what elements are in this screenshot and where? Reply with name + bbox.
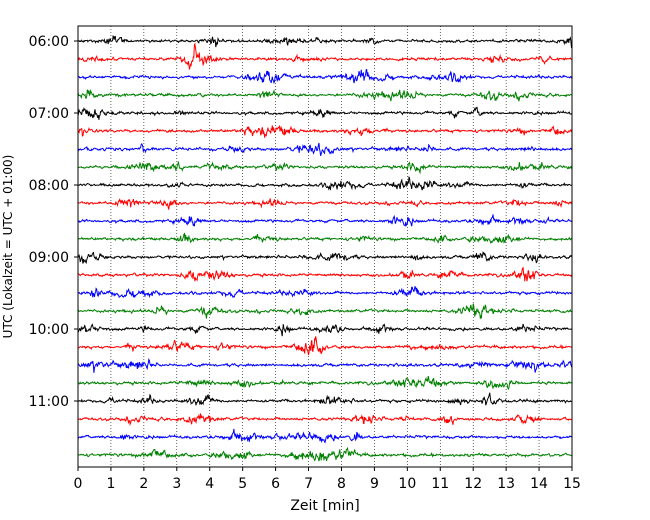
y-axis-label: UTC (Lokalzeit = UTC + 01:00) bbox=[1, 155, 15, 339]
trace-1000 bbox=[77, 323, 573, 337]
trace-0715 bbox=[77, 124, 573, 138]
trace-1130 bbox=[77, 428, 573, 444]
trace-0745 bbox=[77, 161, 573, 175]
y-tick-label: 06:00 bbox=[29, 34, 69, 50]
trace-1145 bbox=[77, 446, 573, 462]
x-tick-label: 7 bbox=[304, 476, 313, 492]
y-tick-label: 09:00 bbox=[29, 250, 69, 266]
y-tick-label: 07:00 bbox=[29, 106, 69, 122]
x-tick-label: 8 bbox=[337, 476, 346, 492]
x-tick-label: 6 bbox=[271, 476, 280, 492]
trace-0845 bbox=[77, 232, 573, 244]
trace-0930 bbox=[77, 286, 573, 299]
y-tick-label: 11:00 bbox=[29, 394, 69, 410]
trace-0600 bbox=[77, 34, 573, 49]
seismic-traces bbox=[77, 34, 573, 462]
x-tick-label: 12 bbox=[464, 476, 482, 492]
plot-frame bbox=[77, 25, 573, 468]
trace-0645 bbox=[77, 89, 573, 102]
trace-0730 bbox=[77, 142, 573, 157]
y-tick-label: 10:00 bbox=[29, 322, 69, 338]
trace-0915 bbox=[77, 266, 573, 282]
x-tick-label: 10 bbox=[398, 476, 416, 492]
x-tick-label: 0 bbox=[74, 476, 83, 492]
trace-1030 bbox=[77, 357, 573, 373]
x-axis-ticks: 0 1 2 3 4 5 6 7 8 9 10 11 12 13 14 15 bbox=[74, 467, 581, 492]
y-tick-label: 08:00 bbox=[29, 178, 69, 194]
x-tick-label: 14 bbox=[530, 476, 548, 492]
x-axis-label: Zeit [min] bbox=[290, 498, 359, 514]
x-tick-label: 3 bbox=[172, 476, 181, 492]
x-tick-label: 15 bbox=[563, 476, 581, 492]
trace-0615 bbox=[77, 42, 573, 70]
x-tick-label: 4 bbox=[205, 476, 214, 492]
x-tick-label: 11 bbox=[431, 476, 449, 492]
trace-0700 bbox=[77, 106, 573, 120]
trace-0630 bbox=[77, 69, 573, 85]
trace-0900 bbox=[77, 251, 573, 264]
x-tick-label: 2 bbox=[139, 476, 148, 492]
trace-0815 bbox=[77, 198, 573, 210]
y-axis-ticks: 06:00 07:00 08:00 09:00 10:00 11:00 bbox=[29, 34, 78, 410]
trace-1100 bbox=[77, 392, 573, 406]
trace-0830 bbox=[77, 214, 573, 227]
trace-1115 bbox=[77, 413, 573, 426]
x-tick-label: 13 bbox=[497, 476, 515, 492]
trace-1045 bbox=[77, 375, 573, 391]
x-tick-label: 1 bbox=[106, 476, 115, 492]
x-tick-label: 5 bbox=[238, 476, 247, 492]
trace-1015 bbox=[77, 336, 573, 356]
trace-0800 bbox=[77, 175, 573, 191]
x-tick-label: 9 bbox=[370, 476, 379, 492]
trace-0945 bbox=[77, 303, 573, 320]
